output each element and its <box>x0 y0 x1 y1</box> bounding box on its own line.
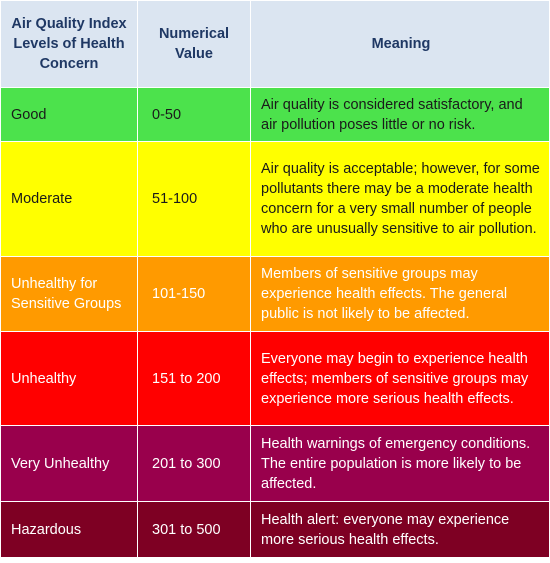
value-cell: 301 to 500 <box>137 501 251 558</box>
level-cell: Good <box>0 87 138 142</box>
table-row: Very Unhealthy 201 to 300 Health warning… <box>0 425 550 502</box>
table-row: Good 0-50 Air quality is considered sati… <box>0 87 550 142</box>
meaning-cell: Everyone may begin to experience health … <box>250 331 550 426</box>
value-cell: 201 to 300 <box>137 425 251 502</box>
table-row: Moderate 51-100 Air quality is acceptabl… <box>0 141 550 257</box>
level-cell: Hazardous <box>0 501 138 558</box>
meaning-cell: Air quality is acceptable; however, for … <box>250 141 550 257</box>
table-row: Hazardous 301 to 500 Health alert: every… <box>0 501 550 558</box>
value-cell: 51-100 <box>137 141 251 257</box>
meaning-cell: Air quality is considered satisfactory, … <box>250 87 550 142</box>
meaning-cell: Members of sensitive groups may experien… <box>250 256 550 332</box>
value-cell: 0-50 <box>137 87 251 142</box>
meaning-cell: Health warnings of emergency conditions.… <box>250 425 550 502</box>
level-cell: Very Unhealthy <box>0 425 138 502</box>
value-cell: 151 to 200 <box>137 331 251 426</box>
table-row: Unhealthy 151 to 200 Everyone may begin … <box>0 331 550 426</box>
value-cell: 101-150 <box>137 256 251 332</box>
header-level: Air Quality Index Levels of Health Conce… <box>0 0 138 88</box>
table-row: Unhealthy for Sensitive Groups 101-150 M… <box>0 256 550 332</box>
header-meaning: Meaning <box>250 0 550 88</box>
level-cell: Moderate <box>0 141 138 257</box>
header-value: Numerical Value <box>137 0 251 88</box>
meaning-cell: Health alert: everyone may experience mo… <box>250 501 550 558</box>
table-header-row: Air Quality Index Levels of Health Conce… <box>0 0 550 88</box>
level-cell: Unhealthy <box>0 331 138 426</box>
level-cell: Unhealthy for Sensitive Groups <box>0 256 138 332</box>
